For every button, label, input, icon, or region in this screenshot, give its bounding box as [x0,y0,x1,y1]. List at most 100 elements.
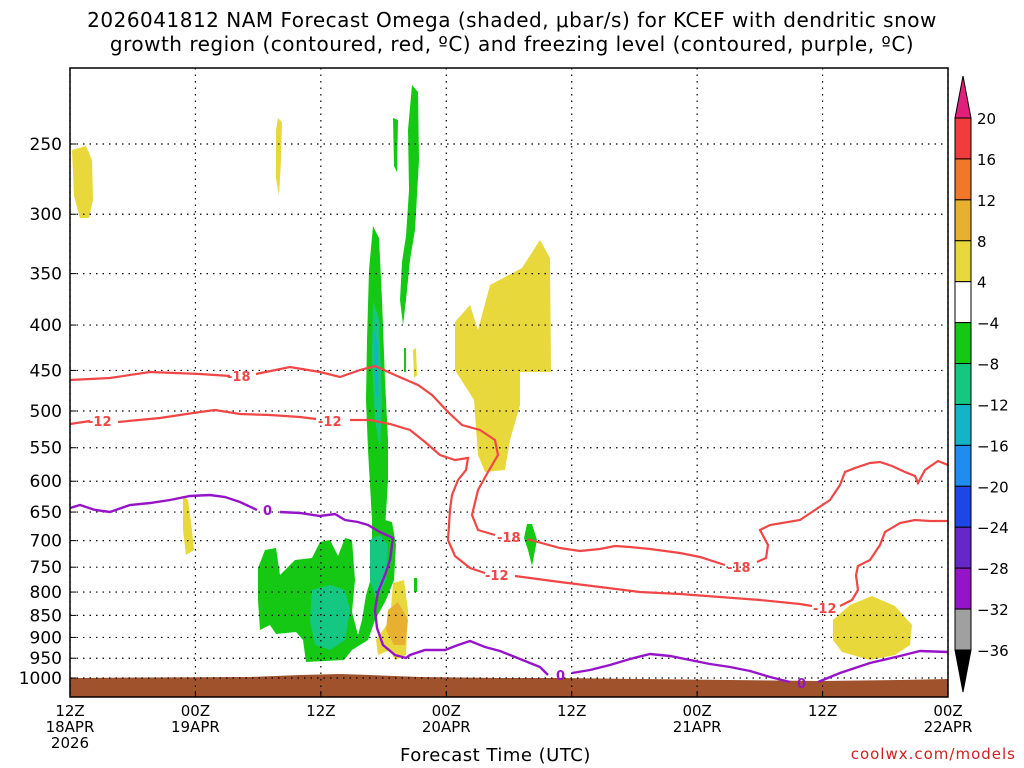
x-tick-label: 2026 [51,734,89,752]
contour-minus12-upper [69,408,486,575]
label-dgz-minus12-a: -12 [88,415,112,430]
chart-title-line2: growth region (contoured, red, ºC) and f… [109,32,915,56]
omega-shading [72,85,912,662]
colorbar-swatch [954,403,972,446]
label-dgz-minus18-a: -18 [227,370,251,385]
x-tick-label: 20APR [422,718,471,736]
omega-patch-negative [400,85,419,325]
colorbar-swatch [954,485,972,528]
colorbar-label: 8 [977,233,987,251]
omega-patch-positive [276,118,282,196]
label-dgz-minus18-c: -18 [727,561,751,576]
x-tick-label: 00Z [432,702,461,720]
footer-url: coolwx.com/models [850,745,1016,763]
y-tick-label: 300 [30,205,62,225]
colorbar-swatch [954,608,972,651]
contour-minus18-upper [69,364,726,567]
colorbar-label: −16 [977,437,1009,455]
x-axis-title: Forecast Time (UTC) [400,745,591,766]
omega-patch-positive [72,146,93,218]
y-tick-label: 400 [30,316,62,336]
colorbar-swatch [954,117,972,160]
y-tick-label: 750 [30,558,62,578]
x-tick-label: 19APR [171,718,220,736]
colorbar-swatch [954,158,972,201]
x-tick-label: 21APR [673,718,722,736]
omega-patch-negative [374,330,378,400]
freezing-level-contour [69,493,949,684]
y-tick-label: 450 [30,361,62,381]
dgz-contours [69,364,949,608]
colorbar-arrow-top [954,75,972,119]
contour-zero [69,493,949,684]
colorbar-label: 16 [977,151,996,169]
colorbar-label: −32 [977,601,1009,619]
colorbar-label: −8 [977,356,999,374]
x-tick-label: 12Z [55,702,84,720]
colorbar-label: −24 [977,519,1009,537]
contour-minus12-lower [514,518,948,608]
label-freezing-c: 0 [797,677,806,692]
omega-patch-positive [833,596,912,660]
omega-patch-negative [393,118,398,172]
colorbar-swatch [954,240,972,283]
contour-minus18-lower [756,459,949,564]
colorbar-label: 12 [977,192,996,210]
y-tick-label: 850 [30,606,62,626]
x-tick-label: 12Z [306,702,335,720]
colorbar-swatch [954,281,972,324]
colorbar-label: −28 [977,560,1009,578]
plot-frame [69,67,949,698]
omega-patch-negative [370,535,388,600]
colorbar-swatch [954,199,972,242]
x-tick-label: 12Z [808,702,837,720]
omega-patch-negative [524,524,537,566]
y-tick-label: 950 [30,649,62,669]
y-tick-label: 600 [30,472,62,492]
x-tick-label: 12Z [557,702,586,720]
colorbar-swatch [954,526,972,569]
omega-patch-negative [310,585,350,650]
y-tick-label: 350 [30,265,62,285]
omega-patch-positive [386,602,408,645]
colorbar-label: −36 [977,642,1009,660]
chart-title-line1: 2026041812 NAM Forecast Omega (shaded, μ… [87,8,937,32]
omega-patch-negative [414,578,417,592]
colorbar-swatch [954,444,972,487]
colorbar-label: −12 [977,396,1009,414]
y-tick-label: 500 [30,402,62,422]
terrain-band [70,674,948,697]
y-axis: 2503003504004505005506006507007508008509… [19,135,76,689]
y-tick-label: 700 [30,532,62,552]
omega-patch-positive [413,348,417,378]
label-freezing-a: 0 [263,504,272,519]
label-dgz-minus12-c: -12 [485,569,509,584]
y-tick-label: 650 [30,503,62,523]
omega-patch-positive [455,240,551,472]
colorbar-label: −20 [977,478,1009,496]
colorbar-arrow-bottom [954,649,972,693]
y-tick-label: 250 [30,135,62,155]
colorbar-label: 4 [977,274,987,292]
colorbar-label: −4 [977,315,999,333]
contour-labels: -18 -12 -12 -18 -12 -18 -12 0 0 0 [88,370,837,692]
y-tick-label: 800 [30,583,62,603]
colorbar-swatch [954,363,972,405]
x-tick-label: 18APR [46,718,95,736]
omega-patch-positive [183,496,194,555]
omega-patch-negative [404,348,406,372]
x-tick-label: 00Z [933,702,962,720]
y-tick-label: 900 [30,628,62,648]
y-tick-label: 1000 [19,669,62,689]
y-tick-label: 550 [30,439,62,459]
x-tick-label: 00Z [181,702,210,720]
colorbar-swatch [954,322,972,365]
colorbar-label: 20 [977,110,996,128]
label-dgz-minus12-d: -12 [813,602,837,617]
label-freezing-b: 0 [556,669,565,684]
x-tick-label: 22APR [924,718,973,736]
colorbar-swatch [954,567,972,610]
colorbar: 20 16 12 8 4 −4 −8 −12 −16 −20 −24 −28 −32 −36 [954,75,1009,693]
